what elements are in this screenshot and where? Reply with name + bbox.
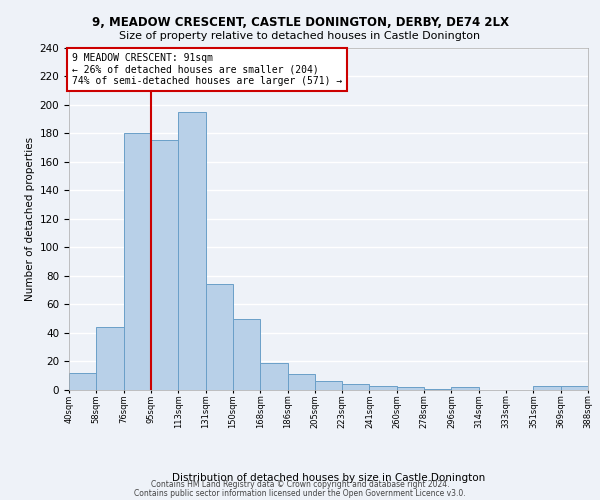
Text: Size of property relative to detached houses in Castle Donington: Size of property relative to detached ho… xyxy=(119,31,481,41)
Bar xyxy=(560,386,588,390)
Bar xyxy=(370,386,397,390)
Bar xyxy=(342,384,370,390)
Bar xyxy=(206,284,233,390)
Text: Contains public sector information licensed under the Open Government Licence v3: Contains public sector information licen… xyxy=(134,488,466,498)
Text: Contains HM Land Registry data © Crown copyright and database right 2024.: Contains HM Land Registry data © Crown c… xyxy=(151,480,449,489)
Bar xyxy=(315,382,342,390)
Bar xyxy=(424,388,451,390)
Bar xyxy=(151,140,178,390)
Bar xyxy=(397,387,424,390)
Bar xyxy=(124,133,151,390)
Bar xyxy=(233,318,260,390)
Bar xyxy=(451,387,479,390)
X-axis label: Distribution of detached houses by size in Castle Donington: Distribution of detached houses by size … xyxy=(172,472,485,482)
Text: 9, MEADOW CRESCENT, CASTLE DONINGTON, DERBY, DE74 2LX: 9, MEADOW CRESCENT, CASTLE DONINGTON, DE… xyxy=(91,16,509,29)
Bar xyxy=(69,373,97,390)
Text: 9 MEADOW CRESCENT: 91sqm
← 26% of detached houses are smaller (204)
74% of semi-: 9 MEADOW CRESCENT: 91sqm ← 26% of detach… xyxy=(71,52,342,86)
Bar xyxy=(178,112,206,390)
Bar xyxy=(287,374,315,390)
Bar xyxy=(97,327,124,390)
Y-axis label: Number of detached properties: Number of detached properties xyxy=(25,136,35,301)
Bar xyxy=(260,363,287,390)
Bar xyxy=(533,386,560,390)
